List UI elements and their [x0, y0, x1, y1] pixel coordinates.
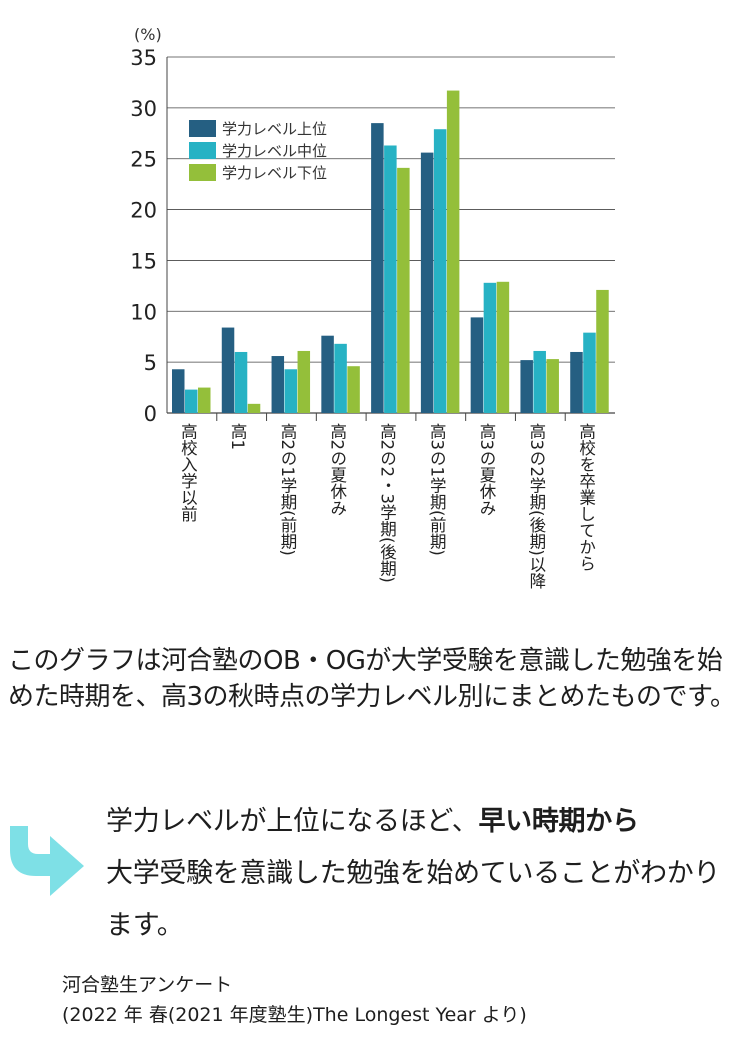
bar: [371, 123, 384, 413]
x-tick-label: 高校を卒業してから: [577, 423, 596, 572]
bar: [546, 359, 559, 413]
takeaway-emphasis: 早い時期から: [478, 806, 639, 837]
bar: [420, 152, 434, 413]
bar: [185, 389, 198, 413]
bar: [297, 350, 311, 413]
bar: [247, 403, 261, 413]
x-tick-label: 高2の1学期(前期): [278, 423, 297, 556]
bar: [221, 327, 235, 413]
bar: [596, 289, 609, 413]
y-tick-label: 25: [130, 148, 157, 172]
y-tick-label: 30: [130, 97, 157, 121]
bar: [570, 351, 583, 413]
y-tick-label: 15: [130, 249, 157, 273]
takeaway-after: 大学受験を意識した勉強を始めていることがわかります。: [106, 858, 721, 941]
y-tick-label: 35: [130, 46, 157, 70]
x-tick-label: 高1: [228, 423, 247, 450]
source-note: 河合塾生アンケート (2022 年 春(2021 年度塾生)The Longes…: [62, 970, 742, 1030]
bar: [483, 282, 497, 413]
source-line-1: 河合塾生アンケート: [62, 974, 233, 996]
legend-label: 学力レベル下位: [222, 164, 327, 182]
y-tick-label: 10: [130, 300, 157, 324]
x-tick-label: 高3の1学期(前期): [427, 423, 446, 556]
source-line-2: (2022 年 春(2021 年度塾生)The Longest Year より): [62, 1004, 527, 1026]
bar: [347, 366, 360, 413]
bar: [496, 281, 510, 413]
curved-arrow-icon: [10, 826, 84, 896]
bar: [284, 369, 298, 413]
y-tick-label: 20: [130, 199, 157, 223]
takeaway-text: 学力レベルが上位になるほど、早い時期から大学受験を意識した勉強を始めていることが…: [106, 796, 746, 952]
bar: [533, 350, 546, 413]
bars: [172, 90, 609, 414]
y-axis-unit-label: (%): [134, 25, 162, 44]
bar: [334, 343, 347, 413]
y-tick-label: 0: [144, 402, 157, 426]
bar: [446, 90, 460, 414]
takeaway-before: 学力レベルが上位になるほど、: [106, 806, 479, 837]
bar: [384, 145, 397, 413]
x-tick-label: 高2の夏休み: [328, 423, 347, 516]
x-tick-label: 高3の夏休み: [477, 423, 496, 516]
bar: [397, 167, 410, 413]
legend-label: 学力レベル上位: [222, 120, 327, 138]
legend-swatch: [189, 142, 216, 159]
bar: [470, 317, 484, 413]
bar: [172, 369, 185, 413]
bar: [198, 387, 211, 413]
x-tick-label: 高校入学以前: [178, 423, 197, 524]
legend-swatch: [189, 164, 216, 181]
bar: [433, 129, 447, 413]
bar: [520, 360, 533, 413]
bar: [271, 356, 285, 413]
x-tick-label: 高2の2・3学期(後期): [378, 423, 397, 583]
y-axis-ticks: 0 5 10 15 20 25 30 35: [130, 46, 157, 426]
bar: [321, 335, 334, 413]
legend-label: 学力レベル中位: [222, 142, 327, 160]
legend-swatch: [189, 120, 216, 137]
bar-chart: (%) 0 5 10 15 20 25 30 35 高校入学以前 高1 高2の1学期(前期) 高2の…: [130, 25, 615, 589]
bar: [234, 351, 248, 413]
chart-description: このグラフは河合塾のOB・OGが大学受験を意識した勉強を始めた時期を、高3の秋時…: [8, 646, 736, 712]
bar: [583, 332, 596, 413]
x-tick-label: 高3の2学期(後期)以降: [527, 423, 546, 589]
x-axis-labels: 高校入学以前 高1 高2の1学期(前期) 高2の夏休み 高2の2・3学期(後期) 高3の1…: [178, 423, 595, 589]
y-tick-label: 5: [144, 351, 157, 375]
